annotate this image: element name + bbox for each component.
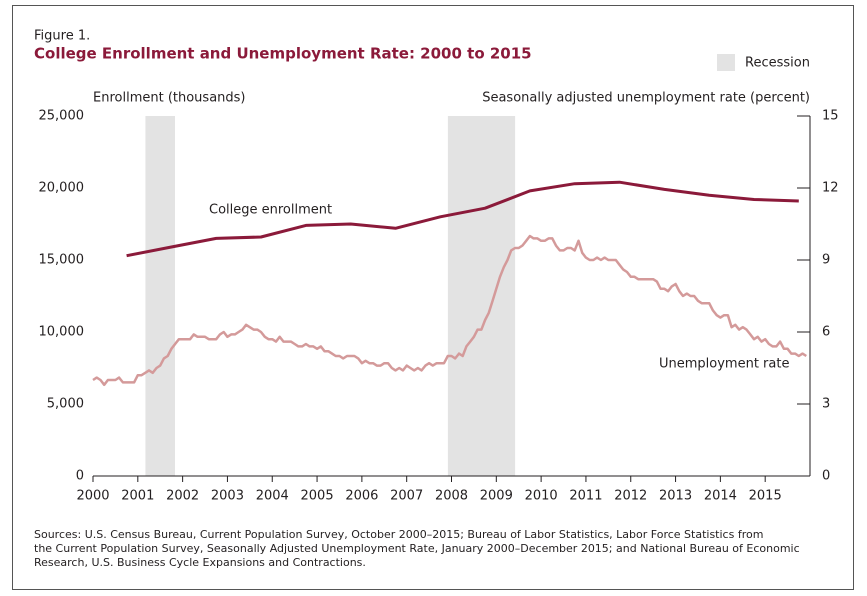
y-tick-label: 15,000 [39, 253, 85, 268]
x-tick-label: 2014 [704, 489, 737, 504]
y2-tick-label: 3 [822, 397, 830, 412]
x-tick-label: 2005 [301, 489, 334, 504]
x-tick-label: 2015 [749, 489, 782, 504]
x-tick-label: 2003 [211, 489, 244, 504]
y-tick-label: 0 [76, 469, 84, 484]
y-tick-label: 20,000 [39, 181, 85, 196]
x-tick-label: 2001 [121, 489, 154, 504]
y-tick-label: 10,000 [39, 325, 85, 340]
series-line [92, 234, 807, 387]
x-tick-label: 2010 [525, 489, 558, 504]
recession-band [145, 116, 176, 476]
frame [12, 5, 854, 590]
x-tick-label: 2004 [256, 489, 289, 504]
source-line: the Current Population Survey, Seasonall… [34, 542, 800, 555]
x-tick-label: 2012 [614, 489, 647, 504]
y2-tick-label: 6 [822, 325, 830, 340]
x-tick-label: 2009 [480, 489, 513, 504]
source-line: Research, U.S. Business Cycle Expansions… [34, 556, 366, 569]
y-axis-label: Enrollment (thousands) [93, 91, 246, 106]
y-tick-label: 25,000 [39, 109, 85, 124]
x-tick-label: 2011 [569, 489, 602, 504]
y2-tick-label: 9 [822, 253, 830, 268]
x-tick-label: 2008 [435, 489, 468, 504]
x-tick-label: 2007 [390, 489, 423, 504]
y2-tick-label: 15 [822, 109, 839, 124]
x-tick-label: 2013 [659, 489, 692, 504]
series-line [126, 180, 799, 258]
series-annotation: Unemployment rate [659, 357, 789, 372]
chart-title: College Enrollment and Unemployment Rate… [34, 45, 532, 63]
series-annotation: College enrollment [209, 203, 332, 218]
legend-label: Recession [745, 56, 810, 71]
y2-axis-label: Seasonally adjusted unemployment rate (p… [482, 91, 810, 106]
recession-band [447, 116, 516, 476]
x-tick-label: 2006 [345, 489, 378, 504]
legend-swatch [717, 54, 735, 71]
y2-tick-label: 12 [822, 181, 839, 196]
y-tick-label: 5,000 [47, 397, 84, 412]
source-line: Sources: U.S. Census Bureau, Current Pop… [34, 528, 763, 541]
y2-tick-label: 0 [822, 469, 830, 484]
x-tick-label: 2000 [76, 489, 109, 504]
x-tick-label: 2002 [166, 489, 199, 504]
figure-label: Figure 1. [34, 29, 90, 44]
